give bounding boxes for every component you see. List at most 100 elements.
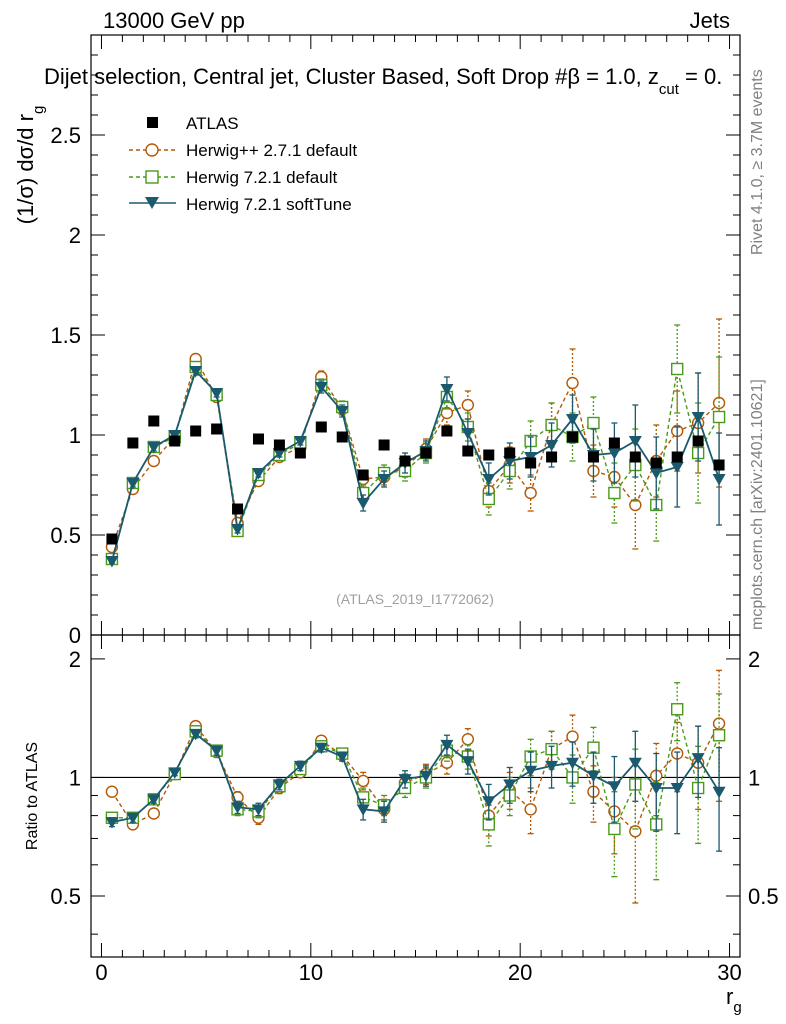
marker-softtune xyxy=(147,442,161,454)
marker-herwigpp xyxy=(440,406,454,420)
ratio-ytick-label-right: 0.5 xyxy=(748,884,779,909)
marker-atlas xyxy=(148,415,160,427)
marker-softtune xyxy=(419,770,433,783)
series-line-herwigpp xyxy=(111,357,720,548)
marker-softtune xyxy=(628,757,642,770)
ratio-ytick-label-right: 1 xyxy=(748,765,760,790)
marker-herwig721 xyxy=(670,362,684,376)
marker-herwigpp xyxy=(105,785,119,798)
marker-softtune xyxy=(126,478,140,490)
marker-softtune xyxy=(461,756,475,768)
marker-softtune xyxy=(712,786,726,799)
marker-softtune xyxy=(314,742,328,755)
legend-entry-herwig721: Herwig 7.2.1 default xyxy=(129,168,337,187)
legend-marker-herwig721 xyxy=(145,170,159,184)
marker-softtune xyxy=(147,794,161,806)
marker-herwigpp xyxy=(629,498,642,512)
marker-atlas xyxy=(587,451,599,463)
marker-atlas xyxy=(252,433,264,445)
marker-atlas xyxy=(671,451,683,463)
marker-softtune xyxy=(335,751,349,764)
marker-softtune xyxy=(377,474,391,486)
legend-label-atlas: ATLAS xyxy=(186,114,239,133)
marker-herwigpp xyxy=(461,398,475,412)
series-atlas xyxy=(106,415,725,545)
marker-atlas xyxy=(713,459,725,471)
marker-softtune xyxy=(503,779,517,791)
main-y-axis: 0 0.5 1 1.5 2 2.5 xyxy=(50,54,740,648)
marker-softtune xyxy=(545,760,559,773)
marker-softtune xyxy=(607,448,621,460)
marker-softtune xyxy=(356,804,370,816)
ratio-ytick-label: 2 xyxy=(69,647,81,672)
marker-herwigpp xyxy=(461,733,475,746)
marker-herwig721 xyxy=(608,486,621,500)
marker-softtune xyxy=(231,802,245,814)
marker-atlas xyxy=(567,431,579,443)
marker-softtune xyxy=(105,817,119,829)
marker-softtune xyxy=(482,796,496,808)
marker-softtune xyxy=(524,765,538,778)
marker-softtune xyxy=(293,436,307,448)
marker-atlas xyxy=(692,435,704,447)
marker-softtune xyxy=(210,388,224,400)
analysis-tag: (ATLAS_2019_I1772062) xyxy=(336,591,494,607)
marker-softtune xyxy=(670,783,684,795)
xtick-label: 30 xyxy=(717,960,741,985)
marker-atlas xyxy=(169,435,181,447)
header-right: Jets xyxy=(690,8,730,33)
marker-herwigpp xyxy=(524,803,537,816)
marker-softtune xyxy=(503,456,517,468)
marker-softtune xyxy=(210,745,224,758)
selection-title: Dijet selection, Central jet, Cluster Ba… xyxy=(44,64,722,98)
ratio-y-axis: 0.5 0.5 1 1 2 2 xyxy=(50,647,779,935)
series-line-softtune xyxy=(111,369,720,562)
marker-atlas xyxy=(357,469,369,481)
marker-atlas xyxy=(127,437,139,449)
marker-atlas xyxy=(629,451,641,463)
marker-herwigpp xyxy=(147,807,161,820)
marker-atlas xyxy=(504,447,516,459)
marker-softtune xyxy=(691,753,705,765)
marker-atlas xyxy=(462,445,474,457)
marker-softtune xyxy=(231,524,245,536)
legend-entry-softtune: Herwig 7.2.1 softTune xyxy=(129,195,352,214)
marker-atlas xyxy=(420,447,432,459)
marker-softtune xyxy=(649,783,663,795)
series-herwig721 xyxy=(105,324,726,566)
ratio-y-label: Ratio to ATLAS xyxy=(24,742,41,850)
marker-softtune xyxy=(482,474,496,486)
ratio-ytick-label: 1 xyxy=(69,765,81,790)
marker-softtune xyxy=(440,384,454,396)
marker-softtune xyxy=(691,412,705,424)
ratio-ytick-label-right: 2 xyxy=(748,647,760,672)
marker-softtune xyxy=(566,757,580,770)
main-ytick-label: 2 xyxy=(69,223,81,248)
marker-atlas xyxy=(336,431,348,443)
series-softtune xyxy=(105,725,726,852)
marker-atlas xyxy=(378,439,390,451)
main-ytick-label: 0 xyxy=(69,623,81,648)
legend-marker-herwigpp xyxy=(145,143,159,157)
marker-atlas xyxy=(608,437,620,449)
legend-entry-atlas: ATLAS xyxy=(147,114,239,133)
main-ytick-label: 0.5 xyxy=(50,523,81,548)
ratio-x-axis: 0 10 20 30 xyxy=(95,635,742,985)
marker-herwig721 xyxy=(712,410,726,424)
marker-softtune xyxy=(461,428,475,440)
marker-softtune xyxy=(189,728,203,741)
marker-herwig721 xyxy=(587,416,600,430)
marker-herwig721 xyxy=(670,703,684,716)
legend-marker-softtune xyxy=(145,197,159,209)
marker-atlas xyxy=(441,425,453,437)
series-line-herwig721 xyxy=(111,709,720,832)
marker-softtune xyxy=(251,804,265,816)
marker-softtune xyxy=(126,812,140,825)
marker-softtune xyxy=(272,779,286,791)
marker-softtune xyxy=(356,498,370,510)
marker-softtune xyxy=(628,436,642,448)
series-line-herwig721 xyxy=(111,365,720,560)
marker-herwigpp xyxy=(356,774,370,788)
marker-softtune xyxy=(712,474,726,486)
